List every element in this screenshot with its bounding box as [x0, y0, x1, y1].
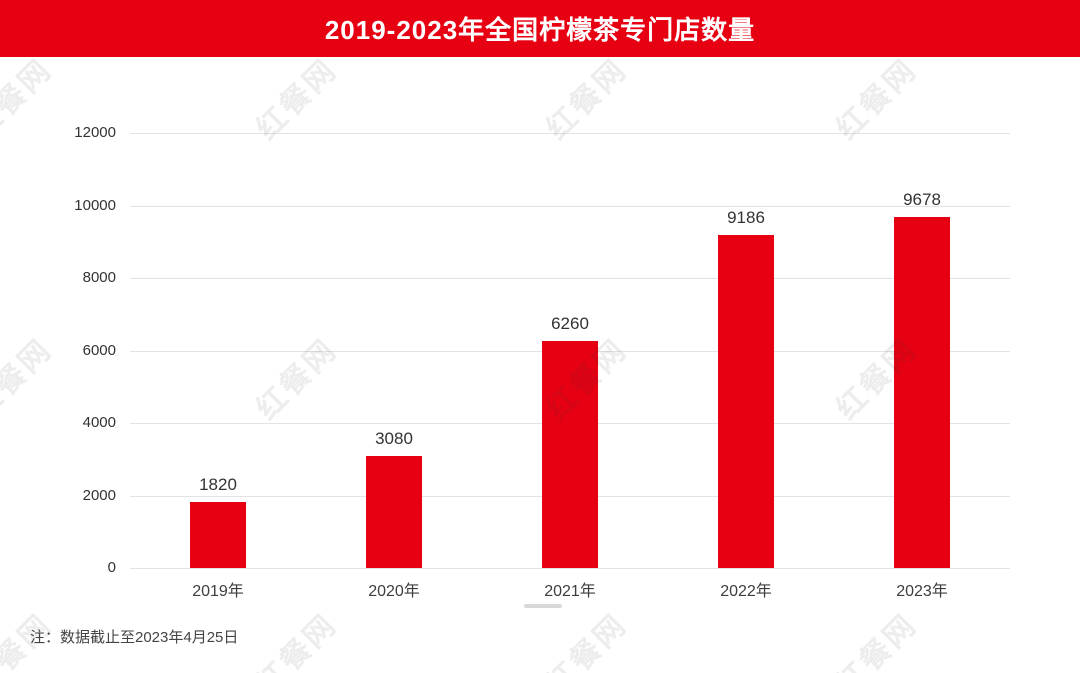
x-axis-label: 2022年: [720, 583, 772, 600]
y-axis-label: 10000: [74, 196, 116, 214]
x-axis-label: 2021年: [544, 583, 596, 600]
y-axis-label: 0: [107, 559, 116, 576]
x-axis-label: 2019年: [192, 583, 244, 600]
x-axis-label: 2020年: [368, 583, 420, 600]
bar-value-label: 3080: [375, 429, 413, 449]
page-scroll-indicator: [524, 604, 562, 608]
bar-value-label: 9678: [903, 190, 941, 210]
x-axis-label: 2023年: [896, 583, 948, 600]
bar: [718, 235, 774, 568]
bar: [366, 456, 422, 568]
bar-band: 6260 2021年: [482, 133, 658, 600]
bar-value-label: 9186: [727, 208, 765, 227]
y-axis-label: 2000: [82, 486, 116, 504]
bar-band: 9678 2023年: [834, 133, 1010, 600]
y-axis-label: 8000: [82, 269, 116, 286]
gridline: [130, 205, 1010, 207]
bar: [542, 341, 598, 568]
chart-title-bar: 2019-2023年全国柠檬茶专门店数量: [0, 0, 1080, 57]
y-axis-label: 4000: [82, 414, 116, 431]
y-axis-label: 12000: [74, 124, 116, 141]
gridline: [130, 568, 1010, 569]
source-note: 注：数据截止至2023年4月25日: [30, 629, 239, 646]
plot-area: 0 2000 4000 6000 8000 10000 12000 1820 2019年 3080…: [74, 124, 1010, 600]
bar: [190, 502, 246, 568]
bars-group: 1820 2019年 3080 2020年 6260 2021年 9186 2022年 9678…: [130, 133, 1010, 600]
gridline: [130, 133, 1010, 134]
bar-value-label: 6260: [551, 314, 589, 334]
bar-band: 9186 2022年: [658, 133, 834, 600]
bar: [894, 217, 950, 568]
gridline: [130, 278, 1010, 279]
chart-title: 2019-2023年全国柠檬茶专门店数量: [324, 15, 756, 45]
bar-band: 1820 2019年: [130, 133, 306, 600]
bar-band: 3080 2020年: [306, 133, 482, 600]
y-axis-label: 6000: [82, 341, 116, 359]
bar-value-label: 1820: [199, 475, 237, 494]
